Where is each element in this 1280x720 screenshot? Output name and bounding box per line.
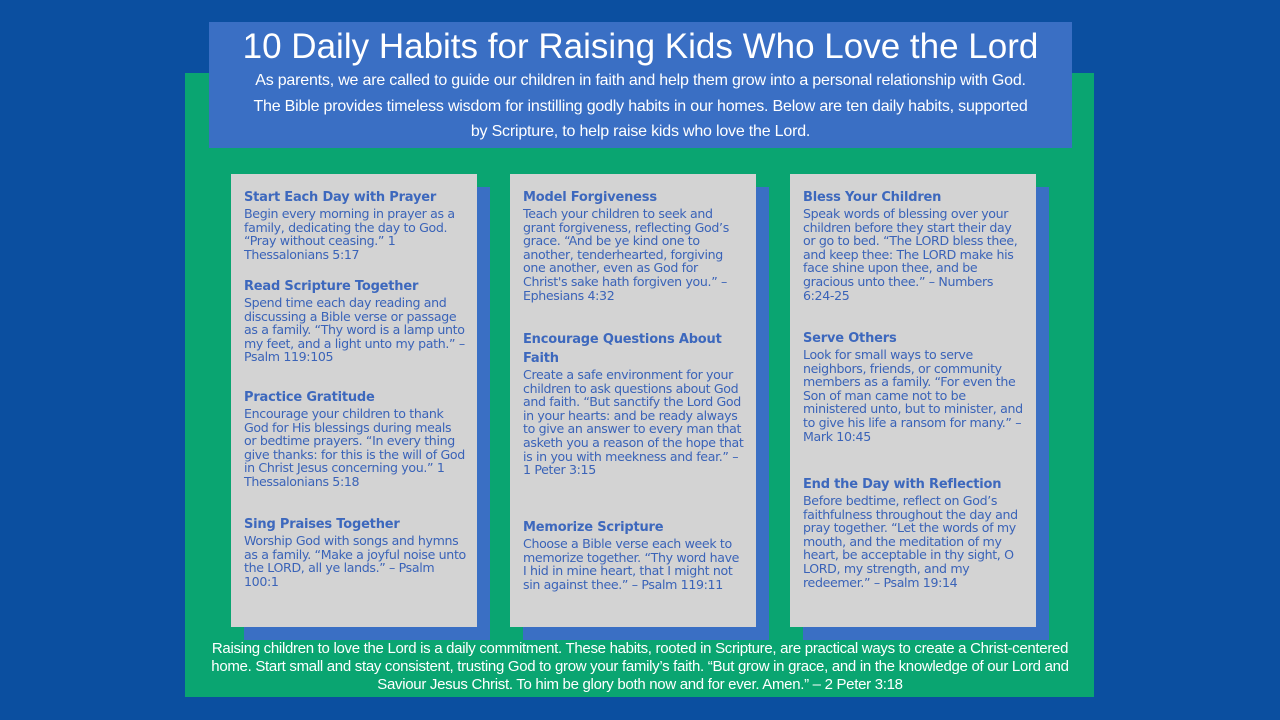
habit-text: Create a safe environment for your child…: [523, 367, 744, 478]
habit-heading: Bless Your Children: [803, 190, 942, 205]
habit-heading: Memorize Scripture: [523, 520, 664, 535]
intro: As parents, we are called to guide our c…: [253, 72, 1028, 140]
habit: Serve Others Look for small ways to serve…: [803, 329, 1025, 443]
habit: Encourage Questions About Faith Create a …: [523, 330, 745, 477]
habit: Sing Praises Together Worship God with so…: [244, 515, 466, 588]
habit-heading: End the Day with Reflection: [803, 477, 1002, 492]
habit-text: Encourage your children to thank God for…: [244, 406, 465, 489]
habit-text: Spend time each day reading and discussi…: [244, 295, 465, 365]
habit-text: Begin every morning in prayer as a famil…: [244, 206, 455, 262]
habit-card: Start Each Day with Prayer Begin every mo…: [231, 174, 477, 627]
habit-heading: Start Each Day with Prayer: [244, 190, 437, 205]
habit: Read Scripture Together Spend time each d…: [244, 277, 466, 364]
habit: Model Forgiveness Teach your children to …: [523, 188, 745, 302]
habit: Memorize Scripture Choose a Bible verse e…: [523, 518, 745, 591]
habit: Start Each Day with Prayer Begin every mo…: [244, 188, 466, 261]
habit: Bless Your Children Speak words of blessi…: [803, 188, 1025, 302]
habit: Practice Gratitude Encourage your childre…: [244, 388, 466, 489]
header: 10 Daily Habits for Raising Kids Who Lov…: [209, 22, 1072, 148]
habit-text: Before bedtime, reflect on God’s faithfu…: [803, 493, 1018, 590]
habit-heading: Model Forgiveness: [523, 190, 657, 205]
habit: End the Day with Reflection Before bedtim…: [803, 475, 1025, 589]
habit-text: Choose a Bible verse each week to memori…: [523, 536, 740, 592]
habit-heading: Encourage Questions About Faith: [523, 332, 722, 366]
habit-text: Teach your children to seek and grant fo…: [523, 206, 729, 303]
habit-text: Look for small ways to serve neighbors, …: [803, 347, 1023, 444]
habit-heading: Practice Gratitude: [244, 390, 375, 405]
habit-card: Model Forgiveness Teach your children to …: [510, 174, 756, 627]
footer: Raising children to love the Lord is a d…: [211, 640, 1069, 693]
habit-heading: Sing Praises Together: [244, 517, 400, 532]
habit-card: Bless Your Children Speak words of blessi…: [790, 174, 1036, 627]
habit-text: Worship God with songs and hymns as a fa…: [244, 533, 466, 589]
habit-heading: Serve Others: [803, 331, 897, 346]
habit-text: Speak words of blessing over your childr…: [803, 206, 1018, 303]
title: 10 Daily Habits for Raising Kids Who Lov…: [242, 27, 1039, 66]
habit-heading: Read Scripture Together: [244, 279, 419, 294]
